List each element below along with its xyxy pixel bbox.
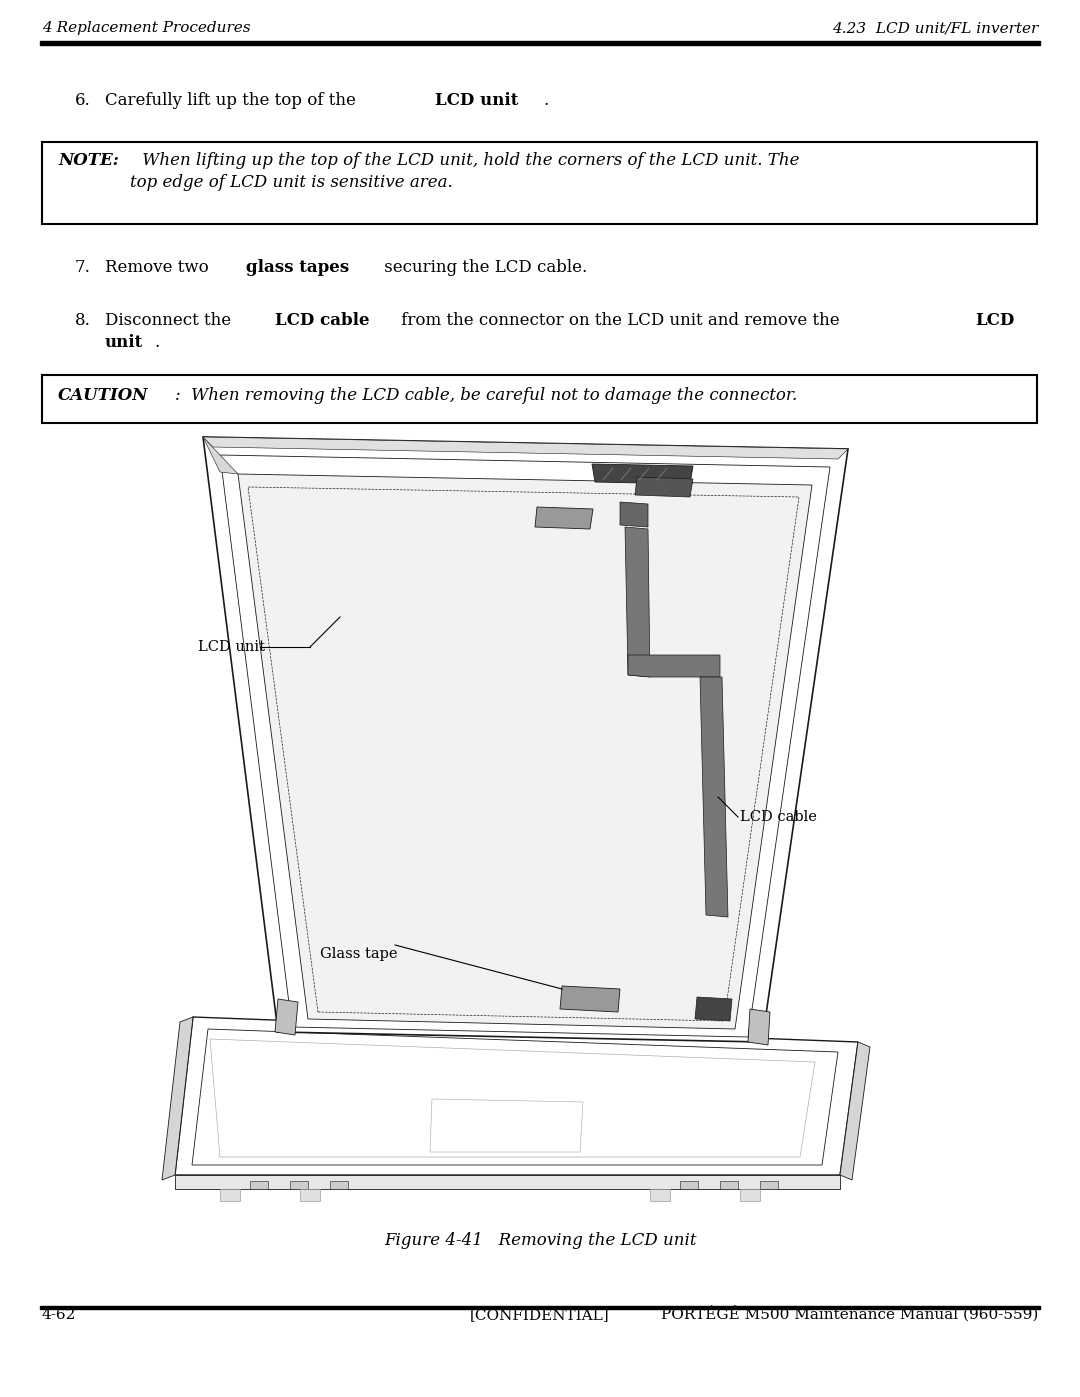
Polygon shape	[175, 1175, 840, 1189]
Text: 6.: 6.	[75, 92, 91, 109]
Text: [CONFIDENTIAL]: [CONFIDENTIAL]	[470, 1308, 610, 1322]
Text: 4-62: 4-62	[42, 1308, 77, 1322]
Text: :  When removing the LCD cable, be careful not to damage the connector.: : When removing the LCD cable, be carefu…	[175, 387, 797, 404]
Text: When lifting up the top of the LCD unit, hold the corners of the LCD unit. The: When lifting up the top of the LCD unit,…	[136, 152, 799, 169]
Bar	[330, 1180, 348, 1189]
Bar	[680, 1180, 698, 1189]
Text: PORTÉGÉ M500 Maintenance Manual (960-559): PORTÉGÉ M500 Maintenance Manual (960-559…	[661, 1306, 1038, 1322]
Polygon shape	[535, 507, 593, 529]
Text: 4 Replacement Procedures: 4 Replacement Procedures	[42, 21, 251, 35]
Bar	[42, 374, 1037, 423]
Polygon shape	[203, 437, 238, 474]
Text: NOTE:: NOTE:	[58, 152, 119, 169]
Bar	[740, 1189, 760, 1201]
Polygon shape	[696, 997, 732, 1021]
Text: Carefully lift up the top of the: Carefully lift up the top of the	[105, 92, 361, 109]
Bar	[300, 1189, 320, 1201]
Polygon shape	[203, 437, 848, 1042]
Polygon shape	[840, 1042, 870, 1180]
Text: .: .	[543, 92, 549, 109]
Text: 7.: 7.	[75, 258, 91, 277]
Text: unit: unit	[105, 334, 144, 351]
Bar	[291, 1180, 308, 1189]
Text: Figure 4-41   Removing the LCD unit: Figure 4-41 Removing the LCD unit	[383, 1232, 697, 1249]
Text: from the connector on the LCD unit and remove the: from the connector on the LCD unit and r…	[396, 312, 846, 330]
Text: top edge of LCD unit is sensitive area.: top edge of LCD unit is sensitive area.	[130, 175, 453, 191]
Polygon shape	[561, 986, 620, 1011]
Text: .: .	[154, 334, 160, 351]
Text: Disconnect the: Disconnect the	[105, 312, 237, 330]
Text: LCD cable: LCD cable	[274, 312, 369, 330]
Bar	[720, 1180, 738, 1189]
Polygon shape	[620, 502, 648, 527]
Text: 8.: 8.	[75, 312, 91, 330]
Text: LCD cable: LCD cable	[740, 810, 816, 824]
Bar	[220, 1189, 240, 1201]
Bar	[249, 1180, 268, 1189]
Text: glass tapes: glass tapes	[245, 258, 349, 277]
Bar	[650, 1189, 670, 1201]
Text: Glass tape: Glass tape	[320, 947, 397, 961]
Bar	[760, 1180, 778, 1189]
Polygon shape	[627, 655, 720, 678]
Bar	[40, 1306, 1040, 1309]
Polygon shape	[748, 1009, 770, 1045]
Text: Remove two: Remove two	[105, 258, 214, 277]
Text: securing the LCD cable.: securing the LCD cable.	[379, 258, 586, 277]
Polygon shape	[238, 474, 812, 1030]
Text: LCD: LCD	[975, 312, 1015, 330]
Text: LCD unit: LCD unit	[198, 640, 265, 654]
Text: CAUTION: CAUTION	[58, 387, 149, 404]
Polygon shape	[625, 527, 650, 678]
Text: LCD unit: LCD unit	[435, 92, 518, 109]
Polygon shape	[700, 678, 728, 916]
Polygon shape	[592, 464, 693, 483]
Text: 4.23  LCD unit/FL inverter: 4.23 LCD unit/FL inverter	[832, 21, 1038, 35]
Polygon shape	[162, 1017, 193, 1180]
Bar	[40, 41, 1040, 45]
Polygon shape	[175, 1017, 858, 1175]
Bar	[42, 142, 1037, 224]
Polygon shape	[203, 437, 848, 460]
Polygon shape	[635, 476, 693, 497]
Polygon shape	[275, 999, 298, 1035]
